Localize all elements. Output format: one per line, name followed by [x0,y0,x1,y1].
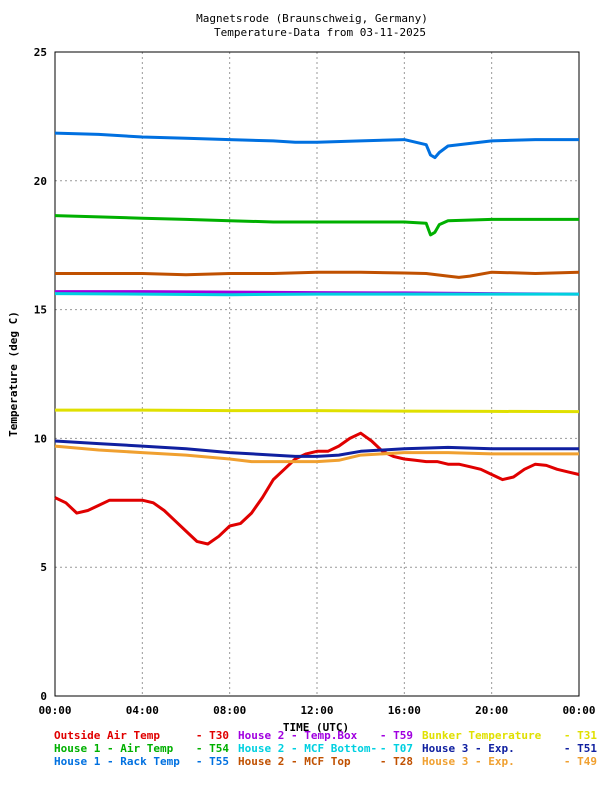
chart-title: Magnetsrode (Braunschweig, Germany) [196,12,428,25]
x-tick-label: 16:00 [388,704,421,717]
legend-entry-name: House 3 - Exp. [422,755,515,768]
legend-entry-code: - T59 [380,729,413,742]
legend-entry-code: - T54 [196,742,229,755]
legend-entry-name: House 3 - Exp. [422,742,515,755]
legend-entry-code: - T31 [564,729,597,742]
legend-entry-code: - T28 [380,755,413,768]
legend: Outside Air Temp - T30 House 2 - Temp.Box -… [54,729,597,768]
legend-entry-name: Bunker Temperature [422,729,542,742]
series-line-T54 [54,214,579,237]
series-line-T51 [54,439,579,458]
legend-entry-code: - T51 [564,742,597,755]
y-tick-label: 5 [40,561,47,574]
legend-entry-name: House 2 - Temp.Box [238,729,358,742]
legend-entry-name: House 2 - MCF Top [238,755,351,768]
legend-entry-name: Outside Air Temp [54,729,160,742]
series-line-T49 [54,444,579,464]
x-tick-label: 04:00 [126,704,159,717]
y-tick-label: 10 [34,432,47,445]
grid-lines [55,52,579,696]
y-tick-label: 0 [40,690,47,703]
x-axis-ticks: 00:00 04:00 08:00 12:00 16:00 20:00 00:00 [38,704,595,717]
chart-subtitle: Temperature-Data from 03-11-2025 [214,26,426,39]
legend-entry-name: House 1 - Air Temp [54,742,174,755]
legend-entry-name: House 1 - Rack Temp [54,755,180,768]
legend-entry-code: - T49 [564,755,597,768]
x-tick-label: 12:00 [300,704,333,717]
legend-entry-code: - T30 [196,729,229,742]
y-tick-label: 15 [34,304,47,317]
x-tick-label: 00:00 [38,704,71,717]
y-tick-label: 20 [34,175,47,188]
series-line-T07 [54,292,579,297]
series-line-T28 [55,270,580,279]
x-tick-label: 00:00 [562,704,595,717]
y-tick-label: 25 [34,46,47,59]
series-line-T55 [54,131,579,160]
x-axis-label: TIME (UTC) [283,721,349,734]
legend-entry-code: - T07 [380,742,413,755]
plot-area-frame [54,51,580,697]
legend-entry-code: - T55 [196,755,229,768]
x-tick-label: 08:00 [213,704,246,717]
series-line-T31 [55,408,580,414]
y-axis-label: Temperature (deg C) [7,311,20,437]
series-lines [54,131,580,546]
x-tick-label: 20:00 [475,704,508,717]
legend-entry-name: House 2 - MCF Bottom- [238,742,377,755]
series-line-T30 [54,431,580,546]
y-axis-ticks: 0 5 10 15 20 25 [34,46,47,703]
